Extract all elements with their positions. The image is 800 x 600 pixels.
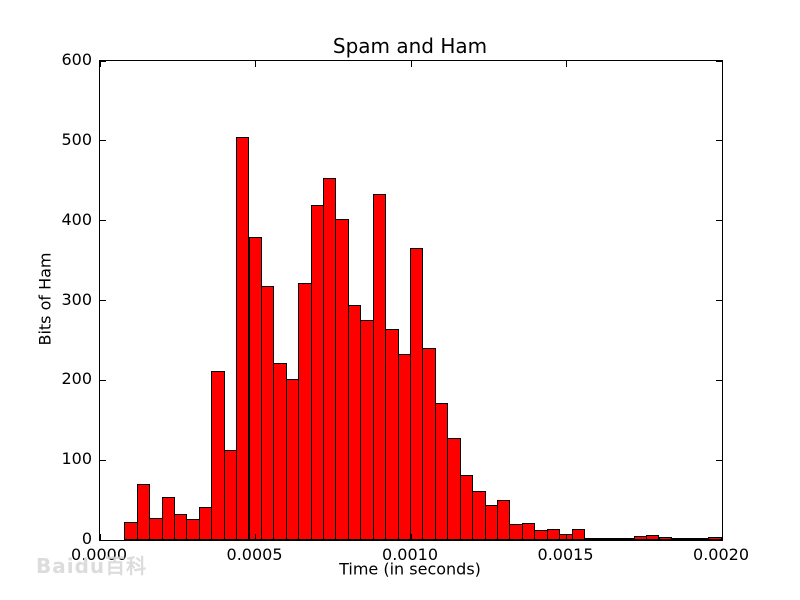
y-tick-mark xyxy=(716,379,722,381)
y-tick-mark xyxy=(716,140,722,142)
histogram-bar xyxy=(422,347,436,540)
watermark: Baidu百科 xyxy=(36,554,148,578)
x-tick-mark xyxy=(721,534,723,540)
histogram-bar xyxy=(211,370,225,540)
histogram-bar xyxy=(372,193,387,540)
y-tick-mark xyxy=(716,300,722,301)
histogram-bar xyxy=(410,247,424,540)
histogram-bar xyxy=(347,304,362,540)
x-tick-mark xyxy=(99,534,101,540)
histogram-bar xyxy=(335,219,349,540)
x-tick-label: 0.0005 xyxy=(226,545,283,564)
y-tick-mark xyxy=(100,539,106,541)
x-tick-mark xyxy=(99,61,101,67)
histogram-bar xyxy=(136,484,151,540)
x-tick-mark xyxy=(255,534,256,540)
chart-title: Spam and Ham xyxy=(332,34,488,58)
histogram-bar xyxy=(472,490,486,540)
histogram-bar xyxy=(683,538,697,540)
histogram-bar xyxy=(223,449,238,540)
y-tick-mark xyxy=(100,60,106,62)
histogram-bar xyxy=(149,518,163,540)
x-tick-mark xyxy=(566,61,567,67)
x-tick-mark xyxy=(410,534,412,540)
y-tick-mark xyxy=(716,459,722,461)
histogram-bar xyxy=(124,522,138,540)
y-tick-label: 400 xyxy=(61,209,92,229)
histogram-bar xyxy=(596,538,610,540)
histogram-bar xyxy=(397,354,411,540)
y-tick-label: 200 xyxy=(61,369,92,389)
histogram-bar xyxy=(646,535,660,540)
histogram-bar xyxy=(285,378,300,540)
histogram-bar xyxy=(434,402,449,540)
histogram-bar xyxy=(298,282,312,540)
y-tick-mark xyxy=(100,379,106,381)
histogram-bar xyxy=(534,529,548,540)
y-tick-mark xyxy=(100,300,106,301)
histogram-bar xyxy=(447,437,461,540)
histogram-bar xyxy=(360,320,374,540)
histogram-bar xyxy=(310,204,325,540)
histogram-bar xyxy=(385,329,399,540)
y-tick-labels: 0 100 200 300 400 500 600 xyxy=(0,50,100,548)
histogram-bar xyxy=(186,519,200,540)
y-tick-mark xyxy=(100,459,106,461)
x-tick-label: 0.0015 xyxy=(537,545,594,564)
histogram-bar xyxy=(546,528,561,540)
y-tick-label: 100 xyxy=(61,449,92,469)
y-tick-label: 600 xyxy=(61,50,92,69)
y-tick-label: 500 xyxy=(61,129,92,149)
y-tick-mark xyxy=(716,220,722,222)
histogram-bar xyxy=(236,136,250,540)
histogram-bar xyxy=(198,507,213,540)
histogram-bar xyxy=(248,236,262,540)
histogram-bar xyxy=(658,536,672,540)
x-tick-label: 0.0000 xyxy=(71,545,127,564)
y-tick-label: 300 xyxy=(61,289,92,309)
x-tick-label: 0.0020 xyxy=(693,545,749,564)
x-tick-mark xyxy=(721,61,723,67)
histogram-bar xyxy=(459,475,474,540)
plot-area xyxy=(99,60,723,541)
histogram-bar xyxy=(496,500,511,540)
histogram-bar xyxy=(521,523,536,540)
histogram-bar xyxy=(173,514,188,540)
y-tick-mark xyxy=(100,140,106,142)
histogram-bar xyxy=(323,177,337,540)
histogram-bar xyxy=(633,536,648,540)
histogram-bar xyxy=(571,528,585,540)
x-tick-mark xyxy=(410,61,412,67)
histogram-bar xyxy=(161,496,175,540)
histogram-bar xyxy=(670,538,685,540)
x-tick-label: 0.0010 xyxy=(382,545,438,564)
y-tick-mark xyxy=(716,60,722,62)
histogram-bar xyxy=(484,504,498,540)
x-axis-label: Time (in seconds) xyxy=(339,559,481,579)
histogram-bar xyxy=(260,286,275,540)
histogram-bar xyxy=(509,524,523,540)
y-tick-label: 0 xyxy=(81,529,92,548)
y-tick-mark xyxy=(716,539,722,541)
histogram-bar xyxy=(621,538,635,540)
x-tick-mark xyxy=(255,61,256,67)
y-tick-mark xyxy=(100,220,106,222)
histogram-bar xyxy=(608,537,623,540)
histogram-bar xyxy=(583,538,598,540)
histogram-bar xyxy=(708,536,722,540)
x-tick-mark xyxy=(566,534,567,540)
histogram-bar xyxy=(695,538,710,540)
histogram-bar xyxy=(273,362,287,540)
